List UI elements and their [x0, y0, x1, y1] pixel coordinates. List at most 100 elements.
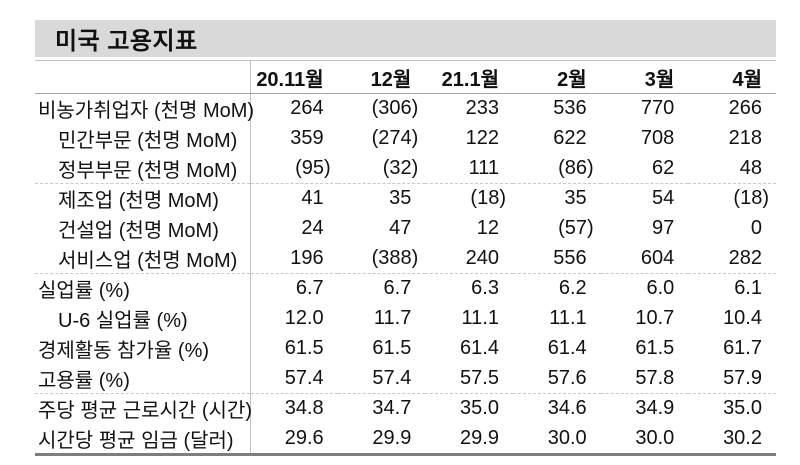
row-label: 실업률 (%) — [35, 273, 251, 304]
cell: 34.9 — [600, 392, 689, 424]
cell: 6.2 — [512, 273, 601, 304]
table-row-nonfarm-payrolls: 비농가취업자 (천명 MoM) 264 (306) 233 536 770 26… — [35, 93, 776, 124]
column-header-feb: 2월 — [512, 60, 601, 94]
cell: 57.4 — [372, 366, 412, 389]
cell: (18) — [688, 183, 776, 214]
cell: 6.7 — [249, 273, 338, 304]
table-row-avg-weekly-hours: 주당 평균 근로시간 (시간) 34.8 34.7 35.0 34.6 34.9… — [35, 392, 776, 424]
cell: 61.4 — [547, 336, 587, 359]
cell: 57.8 — [635, 366, 675, 389]
cell: 233 — [465, 97, 499, 120]
cell: 61.5 — [372, 336, 412, 359]
cell: 54 — [600, 183, 689, 214]
row-label: 민간부문 (천명 MoM) — [58, 130, 238, 153]
column-header-jan21: 21.1월 — [425, 60, 513, 94]
cell: 264 — [249, 93, 338, 124]
cell: 111 — [468, 156, 499, 179]
table-row-government-sector: 정부부문 (천명 MoM) (95) (32) 111 (86) 62 48 — [35, 153, 776, 184]
row-label: 고용률 (%) — [38, 369, 130, 392]
cell: 10.4 — [723, 307, 762, 330]
cell: 30.0 — [635, 426, 675, 449]
corner-cell — [35, 60, 251, 94]
cell: 61.7 — [723, 336, 762, 359]
cell: 57.5 — [460, 366, 499, 389]
row-label: 건설업 (천명 MoM) — [58, 220, 219, 243]
cell: 604 — [640, 246, 675, 269]
cell: 41 — [249, 183, 338, 214]
cell: 11.1 — [549, 307, 587, 330]
cell: 34.8 — [249, 392, 338, 424]
cell: 97 — [652, 217, 675, 240]
cell: 122 — [465, 127, 499, 150]
cell: 282 — [728, 246, 762, 269]
cell: 12.0 — [249, 303, 338, 334]
column-header-dec: 12월 — [337, 60, 426, 94]
cell: 6.3 — [425, 273, 513, 304]
cell: 35 — [337, 183, 426, 214]
column-header-apr: 4월 — [688, 60, 776, 94]
cell: 47 — [389, 217, 412, 240]
row-label: 비농가취업자 (천명 MoM) — [38, 100, 255, 123]
row-label: 시간당 평균 임금 (달러) — [38, 429, 234, 452]
table-row-avg-hourly-earnings: 시간당 평균 임금 (달러) 29.6 29.9 29.9 30.0 30.0 … — [35, 423, 776, 455]
cell: 61.4 — [460, 336, 499, 359]
cell: 61.5 — [635, 336, 675, 359]
cell: (274) — [371, 127, 419, 150]
cell: 29.9 — [372, 426, 412, 449]
cell: (32) — [382, 156, 419, 179]
table-title-bar: 미국 고용지표 — [35, 20, 776, 57]
cell: 34.7 — [337, 392, 426, 424]
table-row-unemployment-rate: 실업률 (%) 6.7 6.7 6.3 6.2 6.0 6.1 — [35, 273, 776, 304]
column-header-nov20: 20.11월 — [249, 60, 338, 94]
cell: (306) — [371, 97, 419, 120]
cell: 57.6 — [547, 366, 587, 389]
cell: 6.7 — [337, 273, 426, 304]
cell: 57.9 — [723, 366, 762, 389]
cell: 240 — [465, 246, 499, 269]
cell: 61.5 — [249, 333, 338, 364]
cell: 770 — [640, 97, 675, 120]
row-label: 경제활동 참가율 (%) — [38, 339, 210, 362]
table-row-manufacturing: 제조업 (천명 MoM) 41 35 (18) 35 54 (18) — [35, 183, 776, 214]
cell: 359 — [249, 123, 338, 154]
cell: 11.7 — [373, 307, 412, 330]
cell: 30.0 — [547, 426, 587, 449]
row-label: 서비스업 (천명 MoM) — [58, 249, 238, 272]
employment-indicators-table: 20.11월 12월 21.1월 2월 3월 4월 비농가취업자 (천명 MoM… — [35, 60, 776, 457]
cell: (95) — [249, 153, 338, 184]
table-row-construction: 건설업 (천명 MoM) 24 47 12 (57) 97 0 — [35, 213, 776, 244]
cell: (388) — [371, 246, 419, 269]
cell: 62 — [652, 156, 675, 179]
cell: (18) — [425, 183, 513, 214]
cell: 218 — [728, 127, 762, 150]
cell: 48 — [739, 156, 762, 179]
cell: 12 — [476, 217, 499, 240]
cell: 57.4 — [249, 363, 338, 394]
cell: 536 — [553, 97, 587, 120]
table-title: 미국 고용지표 — [55, 28, 198, 55]
report-table-panel: 미국 고용지표 20.11월 12월 21.1월 2월 3월 4월 비농가취업자… — [35, 20, 776, 457]
cell: 35.0 — [688, 392, 776, 424]
cell: 29.9 — [460, 426, 499, 449]
table-row-services: 서비스업 (천명 MoM) 196 (388) 240 556 604 282 — [35, 243, 776, 274]
cell: 196 — [249, 243, 338, 274]
row-label: 정부부문 (천명 MoM) — [58, 159, 238, 182]
cell: 35 — [512, 183, 601, 214]
cell: 708 — [640, 127, 675, 150]
cell: 11.1 — [461, 307, 499, 330]
table-row-private-sector: 민간부문 (천명 MoM) 359 (274) 122 622 708 218 — [35, 123, 776, 154]
row-label: 주당 평균 근로시간 (시간) — [35, 392, 252, 424]
table-row-employment-rate: 고용률 (%) 57.4 57.4 57.5 57.6 57.8 57.9 — [35, 363, 776, 394]
column-header-mar: 3월 — [600, 60, 689, 94]
row-label: 제조업 (천명 MoM) — [35, 183, 251, 214]
cell: 34.6 — [512, 392, 601, 424]
cell: 6.1 — [688, 273, 776, 304]
cell: 266 — [728, 97, 762, 120]
cell: 35.0 — [425, 392, 513, 424]
cell: 10.7 — [635, 307, 675, 330]
cell: 0 — [750, 217, 762, 240]
header-row: 20.11월 12월 21.1월 2월 3월 4월 — [35, 60, 776, 94]
table-row-participation-rate: 경제활동 참가율 (%) 61.5 61.5 61.4 61.4 61.5 61… — [35, 333, 776, 364]
row-label: U-6 실업률 (%) — [58, 310, 188, 333]
cell: 556 — [553, 246, 587, 269]
